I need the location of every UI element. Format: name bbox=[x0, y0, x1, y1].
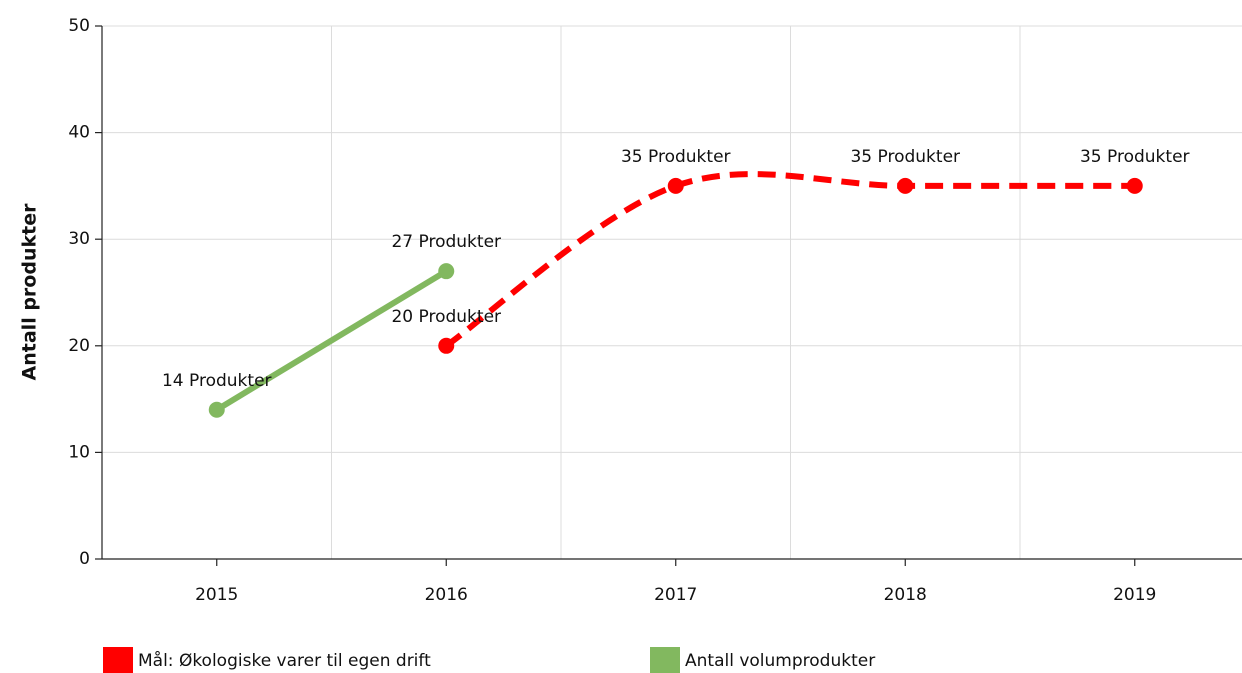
series-line bbox=[215, 268, 448, 413]
legend-label: Antall volumprodukter bbox=[685, 651, 875, 671]
data-label: 35 Produkter bbox=[850, 147, 960, 167]
data-point bbox=[438, 337, 455, 354]
legend-swatch bbox=[103, 647, 133, 673]
data-label: 27 Produkter bbox=[391, 232, 501, 252]
series-line bbox=[444, 171, 1135, 349]
data-point bbox=[208, 401, 225, 418]
y-tick-label: 20 bbox=[68, 336, 90, 356]
data-label: 35 Produkter bbox=[1080, 147, 1190, 167]
y-tick-label: 30 bbox=[68, 229, 90, 249]
x-tick-label: 2019 bbox=[1113, 585, 1156, 605]
data-point bbox=[1126, 177, 1143, 194]
data-label: 14 Produkter bbox=[162, 371, 272, 391]
x-tick-label: 2017 bbox=[654, 585, 697, 605]
data-label: 35 Produkter bbox=[621, 147, 731, 167]
legend-swatch bbox=[650, 647, 680, 673]
y-tick-label: 0 bbox=[79, 549, 90, 569]
legend-label: Mål: Økologiske varer til egen drift bbox=[138, 650, 431, 671]
x-tick-label: 2015 bbox=[195, 585, 238, 605]
x-tick-label: 2016 bbox=[425, 585, 468, 605]
y-axis-label: Antall produkter bbox=[19, 203, 41, 381]
data-label: 20 Produkter bbox=[391, 307, 501, 327]
x-tick-label: 2018 bbox=[884, 585, 927, 605]
data-point bbox=[667, 177, 684, 194]
data-point bbox=[438, 263, 455, 280]
y-tick-label: 50 bbox=[68, 16, 90, 36]
data-point bbox=[897, 177, 914, 194]
y-tick-label: 40 bbox=[68, 123, 90, 143]
y-tick-label: 10 bbox=[68, 442, 90, 462]
